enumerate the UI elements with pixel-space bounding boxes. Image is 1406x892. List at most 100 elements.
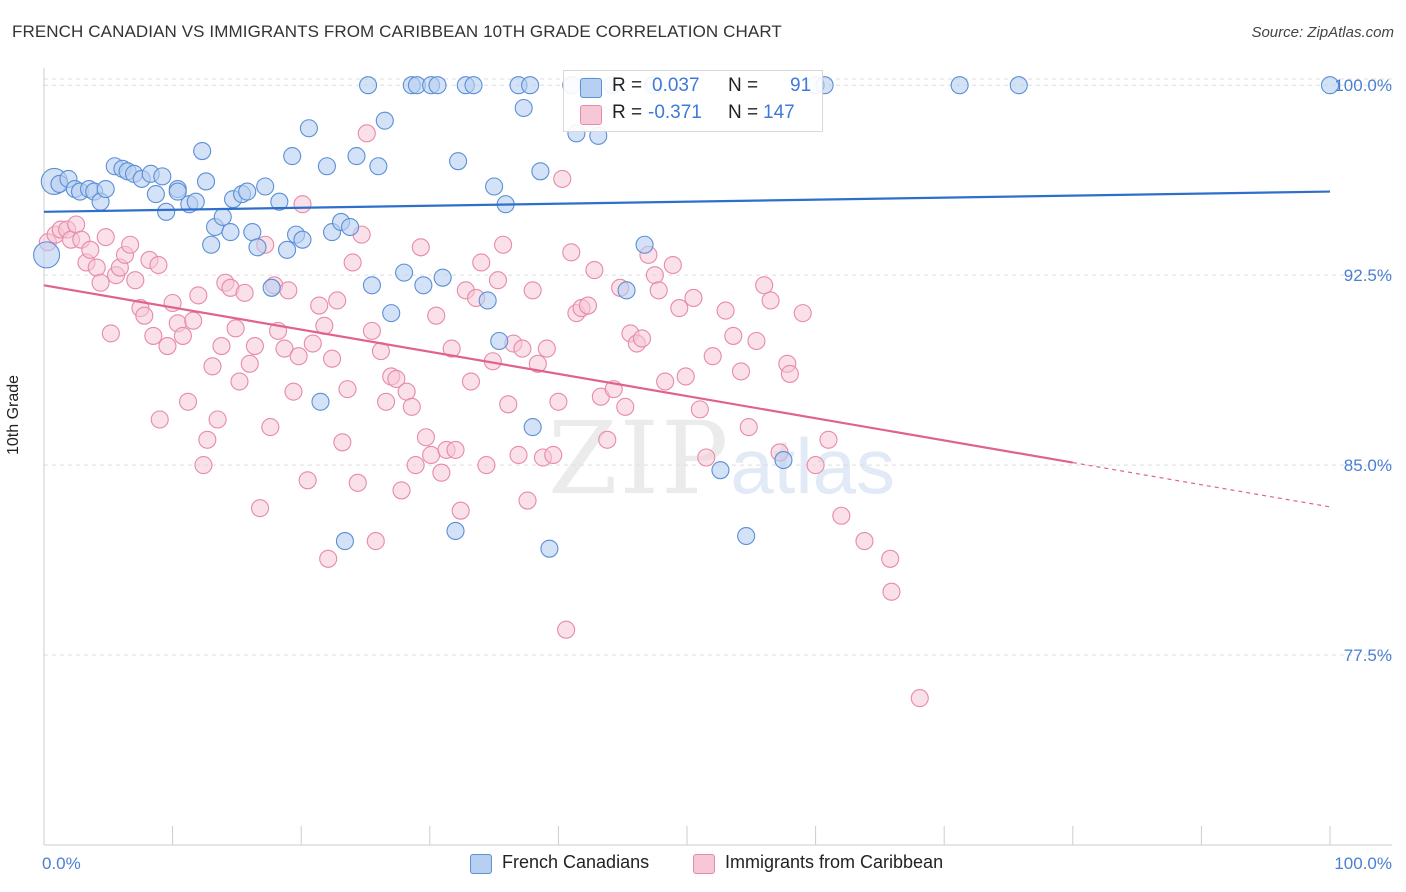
data-point-caribbean [235,283,254,302]
data-point-caribbean [275,339,294,358]
data-point-caribbean [549,392,568,411]
data-point-french-canadian [238,182,257,201]
data-point-french-canadian [950,76,969,95]
x-tick-label-min: 0.0% [42,854,81,873]
r-label: R = [612,75,643,96]
y-tick-label: 77.5% [1344,646,1392,665]
data-point-french-canadian [617,281,636,300]
tick-labels: 77.5% 85.0% 92.5% 100.0% 0.0% 100.0% [42,76,1392,873]
data-point-caribbean [310,296,329,315]
data-point-french-canadian [248,238,267,257]
data-point-caribbean [806,456,825,475]
data-point-french-canadian [33,241,61,269]
data-point-caribbean [676,367,695,386]
data-point-caribbean [761,291,780,310]
x-tick-label-max: 100.0% [1334,854,1392,873]
data-point-caribbean [250,499,270,518]
data-point-french-canadian [256,177,275,196]
data-point-french-canadian [283,147,302,166]
data-point-caribbean [333,433,352,452]
y-tick-label: 92.5% [1344,266,1392,285]
r-label: R = [612,102,643,123]
data-point-caribbean [303,334,322,353]
data-point-french-canadian [711,461,730,480]
data-point-french-canadian [1009,76,1028,95]
data-point-french-canadian [278,240,297,259]
data-point-caribbean [616,397,635,416]
data-point-caribbean [598,430,617,449]
data-point-french-canadian [514,98,533,118]
trend-lines [43,190,1331,508]
stats-box: R = 0.037 N = 91 R = -0.371 N = 147 [563,70,823,132]
data-point-french-canadian [490,331,509,351]
data-point-french-canadian [153,167,172,186]
data-point-caribbean [402,397,421,416]
data-point-caribbean [150,410,169,429]
data-point-caribbean [319,549,338,568]
data-point-caribbean [230,372,249,391]
data-point-french-canadian [478,291,497,310]
source-credit: Source: ZipAtlas.com [1251,24,1394,41]
data-point-french-canadian [311,392,330,411]
data-point-caribbean [819,430,838,449]
data-point-french-canadian [369,157,388,176]
data-point-caribbean [881,549,900,568]
n-label: N = [728,102,759,123]
data-point-caribbean [338,380,357,399]
data-point-french-canadian [262,278,281,297]
data-point-caribbean [755,276,774,295]
data-point-french-canadian [362,276,381,295]
data-point-french-canadian [243,223,262,242]
data-point-caribbean [406,456,425,475]
data-point-caribbean [422,445,441,465]
data-point-caribbean [855,532,874,551]
data-point-french-canadian [335,532,354,551]
data-point-caribbean [632,329,652,348]
data-point-caribbean [562,243,581,262]
trend-line-caribbean-extrapolated [1072,461,1331,508]
data-point-french-canadian [96,179,115,199]
caribbean-points [38,124,929,708]
stats-row-french-canadians: R = 0.037 N = 91 [564,74,822,100]
data-point-caribbean [684,288,703,307]
data-point-french-canadian [146,185,165,204]
data-point-caribbean [690,400,709,419]
data-point-caribbean [649,281,668,300]
data-point-french-canadian [347,147,366,166]
data-point-caribbean [494,235,513,254]
data-point-caribbean [240,354,259,373]
data-point-caribbean [451,501,470,520]
trend-line-french-canadians [43,190,1331,213]
y-tick-label: 100.0% [1334,76,1392,95]
data-point-french-canadian [270,192,289,211]
data-point-caribbean [328,291,347,310]
legend-label: Immigrants from Caribbean [725,852,944,872]
data-point-french-canadian [382,304,401,323]
data-point-caribbean [158,337,177,356]
data-point-french-canadian [299,119,318,138]
data-point-caribbean [537,339,556,358]
data-point-caribbean [121,235,140,254]
data-point-french-canadian [774,450,793,470]
r-value: -0.371 [648,102,702,123]
n-value: 147 [763,102,795,123]
data-point-caribbean [284,382,303,401]
pink-swatch [580,105,602,125]
trend-line-caribbean [43,284,1073,464]
watermark: ZIPatlas [548,400,895,517]
data-point-caribbean [724,326,743,345]
data-point-caribbean [261,418,280,437]
data-point-caribbean [362,321,381,340]
data-point-caribbean [96,228,115,247]
data-point-caribbean [446,440,465,459]
y-tick-label: 85.0% [1344,456,1392,475]
blue-swatch [580,78,602,98]
data-point-caribbean [348,473,367,492]
data-point-caribbean [135,306,154,325]
data-point-caribbean [173,326,192,345]
data-point-french-canadian [531,162,550,181]
data-point-caribbean [716,301,735,320]
data-point-caribbean [144,326,163,345]
data-point-caribbean [499,395,518,414]
data-point-caribbean [91,273,110,292]
